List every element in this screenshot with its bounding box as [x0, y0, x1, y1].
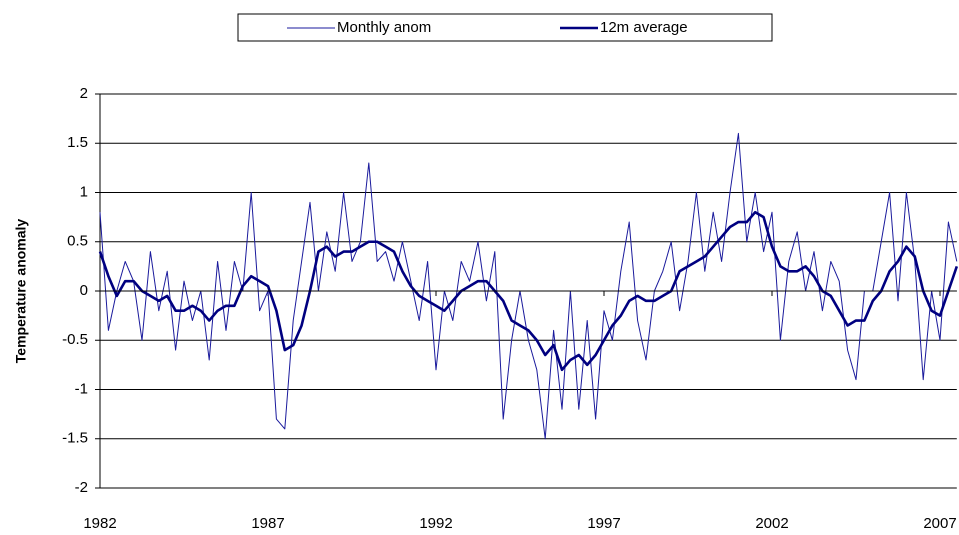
y-tick-label: -2 — [75, 479, 88, 496]
legend-label: Monthly anom — [337, 19, 431, 36]
y-tick-label: -1 — [75, 380, 88, 397]
x-tick-label: 1987 — [251, 515, 284, 532]
y-tick-label: 0.5 — [67, 233, 88, 250]
x-tick-label: 2007 — [923, 515, 956, 532]
y-axis-label: Temperature anomaly — [13, 219, 29, 364]
y-tick-label: 0 — [80, 282, 88, 299]
x-tick-label: 1997 — [587, 515, 620, 532]
legend-label: 12m average — [600, 19, 688, 36]
x-tick-label: 2002 — [755, 515, 788, 532]
y-tick-label: 2 — [80, 85, 88, 102]
series-line — [98, 210, 959, 372]
y-tick-label: 1.5 — [67, 134, 88, 151]
y-tick-label: -0.5 — [62, 331, 88, 348]
y-tick-label: -1.5 — [62, 430, 88, 447]
x-tick-label: 1992 — [419, 515, 452, 532]
series-line — [99, 132, 958, 440]
y-tick-label: 1 — [80, 183, 88, 200]
x-tick-label: 1982 — [83, 515, 116, 532]
